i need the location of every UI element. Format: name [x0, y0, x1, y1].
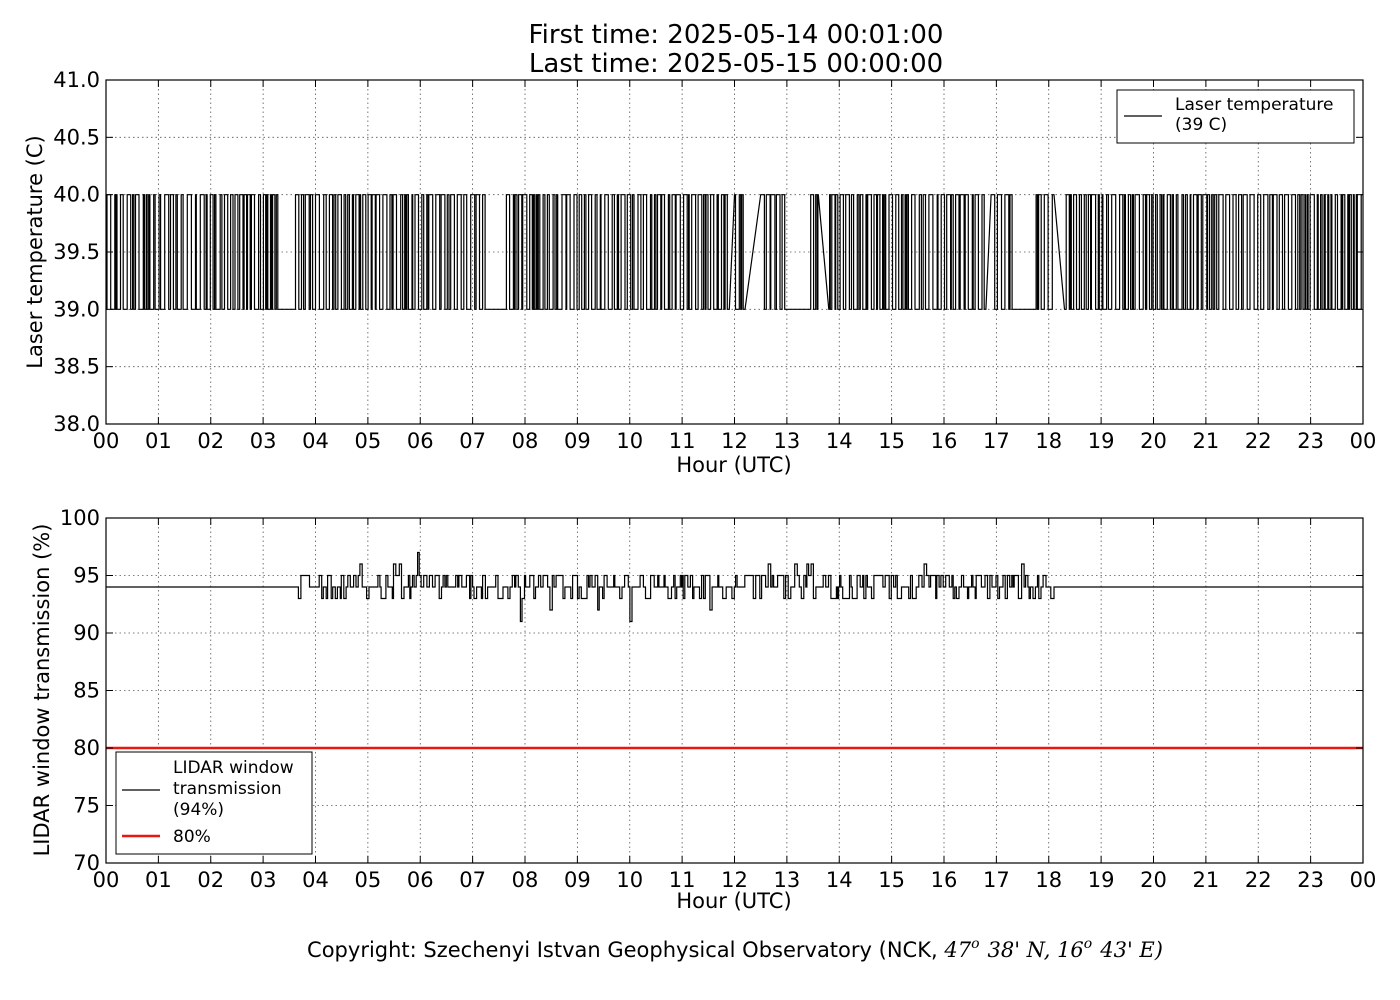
- y-tick-label: 39.0: [53, 297, 100, 321]
- y-tick-label: 39.5: [53, 240, 100, 264]
- x-tick-label: 17: [983, 429, 1010, 453]
- y-tick-label: 100: [60, 506, 100, 530]
- x-tick-label: 00: [93, 868, 120, 892]
- x-tick-label: 13: [774, 868, 801, 892]
- x-tick-label: 22: [1245, 429, 1272, 453]
- lidar-transmission-xlabel: Hour (UTC): [676, 889, 791, 913]
- x-tick-label: 06: [407, 429, 434, 453]
- x-tick-label: 19: [1088, 429, 1115, 453]
- x-tick-label: 09: [564, 429, 591, 453]
- y-tick-label: 85: [73, 679, 100, 703]
- legend-label-threshold-80: 80%: [173, 827, 211, 847]
- y-tick-label: 95: [73, 564, 100, 588]
- y-tick-label: 38.0: [53, 412, 100, 436]
- x-tick-label: 15: [878, 868, 905, 892]
- x-tick-label: 18: [1035, 868, 1062, 892]
- x-tick-label: 08: [512, 429, 539, 453]
- laser-temperature-line: [106, 194, 1363, 310]
- x-tick-label: 23: [1297, 868, 1324, 892]
- x-tick-label: 11: [669, 429, 696, 453]
- x-tick-label: 08: [512, 868, 539, 892]
- x-tick-label: 14: [826, 868, 853, 892]
- x-tick-label: 05: [355, 868, 382, 892]
- y-tick-label: 75: [73, 794, 100, 818]
- x-tick-label: 13: [774, 429, 801, 453]
- y-tick-label: 38.5: [53, 355, 100, 379]
- y-tick-label: 40.0: [53, 183, 100, 207]
- x-tick-label: 19: [1088, 868, 1115, 892]
- lidar-transmission-line: [106, 551, 1363, 623]
- laser-temperature-panel: 00 01 02 03 04 05 06 07 08 09 10 11 12 13 14 15 16 17 18 19…: [23, 68, 1376, 477]
- title-line-1: First time: 2025-05-14 00:01:00: [529, 20, 944, 50]
- x-tick-label: 15: [878, 429, 905, 453]
- x-tick-label: 04: [302, 868, 329, 892]
- x-tick-label: 00: [93, 429, 120, 453]
- x-tick-label: 10: [616, 868, 643, 892]
- x-tick-label: 12: [721, 868, 748, 892]
- y-tick-label: 90: [73, 621, 100, 645]
- x-tick-label: 22: [1245, 868, 1272, 892]
- x-tick-label: 05: [355, 429, 382, 453]
- lidar-transmission-panel: 00 01 02 03 04 05 06 07 08 09 10 11 12 13 14 15 16 17 18 19…: [30, 506, 1376, 913]
- laser-temperature-ylabel: Laser temperature (C): [23, 135, 47, 368]
- x-tick-label: 04: [302, 429, 329, 453]
- title-line-2: Last time: 2025-05-15 00:00:00: [529, 49, 943, 79]
- copyright-text: Copyright: Szechenyi Istvan Geophysical …: [307, 936, 1163, 962]
- x-tick-label: 18: [1035, 429, 1062, 453]
- x-tick-label: 23: [1297, 429, 1324, 453]
- x-tick-label: 20: [1140, 429, 1167, 453]
- x-tick-label: 01: [145, 429, 172, 453]
- lidar-transmission-series: [106, 551, 1363, 623]
- laser-temperature-xlabel: Hour (UTC): [676, 453, 791, 477]
- x-tick-label: 00: [1350, 429, 1377, 453]
- x-tick-label: 10: [616, 429, 643, 453]
- x-tick-label: 02: [197, 429, 224, 453]
- x-tick-label: 01: [145, 868, 172, 892]
- x-tick-label: 02: [197, 868, 224, 892]
- y-tick-label: 80: [73, 736, 100, 760]
- x-tick-label: 21: [1193, 429, 1220, 453]
- x-tick-label: 16: [931, 868, 958, 892]
- y-tick-label: 40.5: [53, 125, 100, 149]
- y-tick-label: 70: [73, 851, 100, 875]
- x-tick-label: 09: [564, 868, 591, 892]
- x-tick-label: 12: [721, 429, 748, 453]
- x-tick-label: 20: [1140, 868, 1167, 892]
- x-tick-label: 16: [931, 429, 958, 453]
- x-tick-label: 07: [459, 868, 486, 892]
- laser-temperature-series: [106, 194, 1363, 310]
- laser-temperature-legend: Laser temperature (39 C): [1116, 89, 1355, 144]
- x-tick-label: 07: [459, 429, 486, 453]
- x-tick-label: 21: [1193, 868, 1220, 892]
- x-tick-label: 00: [1350, 868, 1377, 892]
- x-tick-label: 06: [407, 868, 434, 892]
- legend-label-laser-temperature: Laser temperature (39 C): [1175, 95, 1333, 135]
- x-tick-label: 17: [983, 868, 1010, 892]
- x-tick-label: 11: [669, 868, 696, 892]
- x-tick-label: 03: [250, 868, 277, 892]
- lidar-transmission-ylabel: LIDAR window transmission (%): [30, 524, 54, 857]
- x-tick-label: 14: [826, 429, 853, 453]
- lidar-transmission-legend: LIDAR window transmission (94%) 80%: [115, 751, 313, 855]
- x-tick-label: 03: [250, 429, 277, 453]
- y-tick-label: 41.0: [53, 68, 100, 92]
- legend-label-lidar-transmission: LIDAR window transmission (94%): [173, 758, 294, 820]
